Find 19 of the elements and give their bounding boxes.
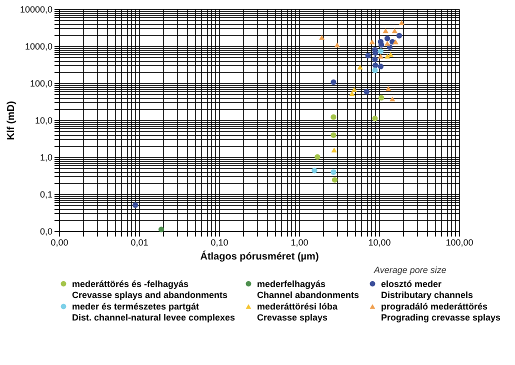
y-tick-label: 1,0 <box>40 152 52 162</box>
y-tick-label: 10000,0 <box>20 4 52 14</box>
x-axis-title: Átlagos pórusméret (µm) <box>200 250 319 262</box>
x-tick-label: 0,10 <box>210 238 228 248</box>
x-tick-label: 100,00 <box>446 238 474 248</box>
y-tick-label: 100,0 <box>30 78 52 88</box>
x-tick-label: 0,00 <box>50 238 68 248</box>
y-tick-label: 10,0 <box>34 116 52 126</box>
x-tick-label: 1,00 <box>290 238 308 248</box>
legend-label: progradáló mederáttörés Prograding crevasse splays <box>381 302 501 322</box>
y-tick-label: 0,1 <box>40 190 52 200</box>
y-tick-label: 1000,0 <box>24 42 52 52</box>
x-tick-label: 0,01 <box>130 238 148 248</box>
legend-label: meder és természetes partgát Dist. channel-natural levee complexes <box>72 302 236 322</box>
y-axis-title: Klf (mD) <box>6 101 17 140</box>
x-tick-label: 10,00 <box>368 238 391 248</box>
legend-label: mederáttörési lóba Crevasse splays <box>257 302 339 322</box>
y-tick-label: 0,0 <box>40 226 52 236</box>
text: Average pore size <box>373 265 446 275</box>
